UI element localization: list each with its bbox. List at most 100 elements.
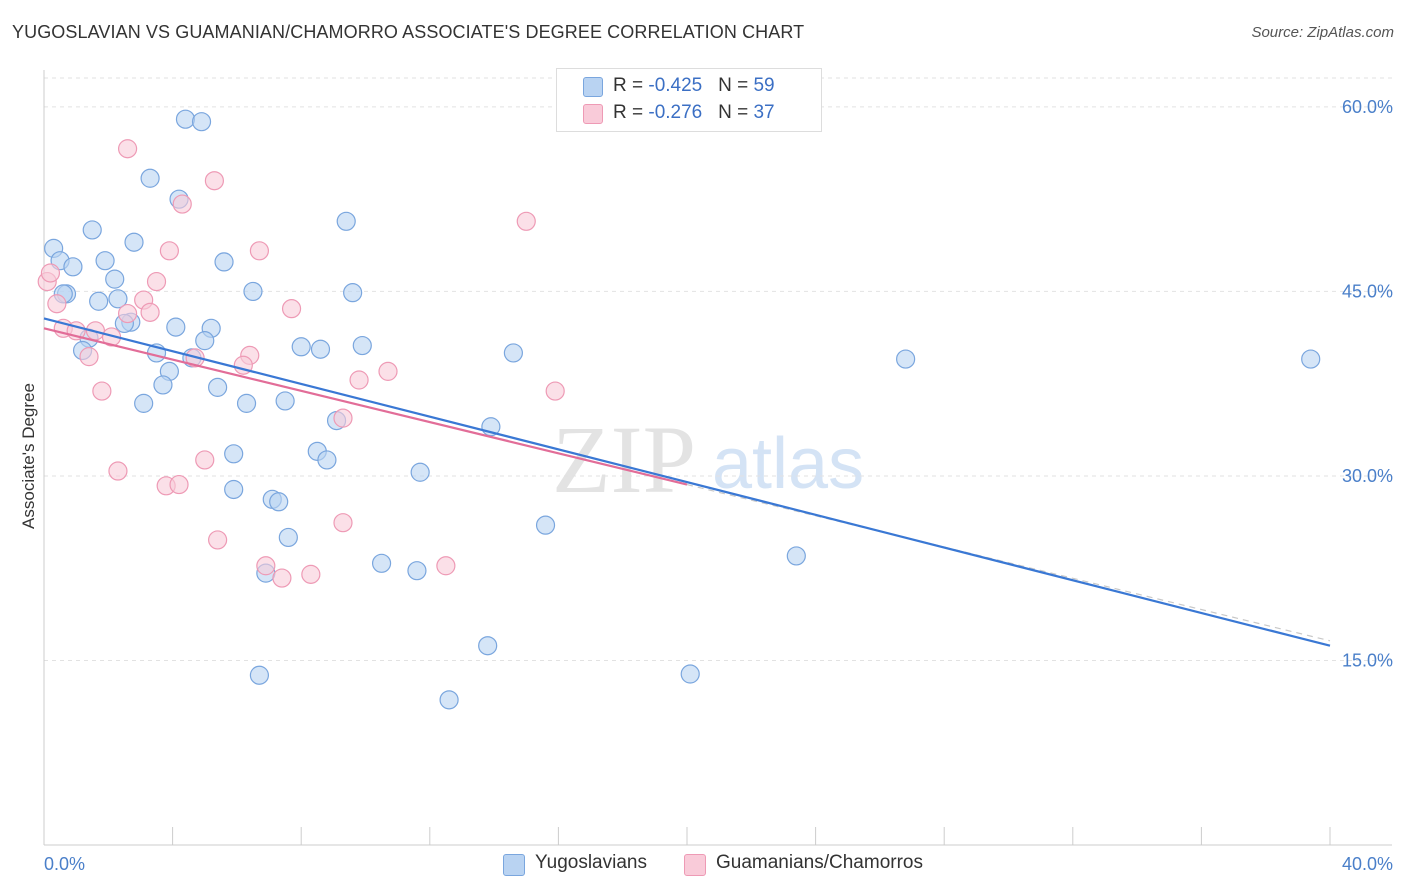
guamanian-point [146, 271, 167, 292]
legend-r-label: R = [613, 102, 649, 123]
yugoslavian-point [407, 561, 427, 581]
y-tick-labels: 15.0% 30.0% 45.0% 60.0% [1342, 97, 1393, 671]
yugoslavian-point [336, 211, 356, 231]
legend-r-label: R = [613, 75, 649, 96]
legend-n-value: 59 [753, 75, 775, 96]
yugoslavian-point [352, 335, 372, 356]
yugoslavian-point [124, 232, 144, 252]
yugoslavian-point [208, 377, 228, 397]
yugoslavian-point [108, 289, 128, 309]
yugoslavian-point [63, 257, 83, 277]
watermark-zip: ZIP [552, 406, 696, 513]
guamanian-point [47, 294, 67, 314]
guamanian-point [117, 139, 138, 159]
watermark-atlas: atlas [712, 424, 864, 504]
yugoslavian-point [82, 220, 102, 240]
legend-text-guamanians: R = -0.276 N = 37 [613, 102, 775, 124]
guamanian-trend-extension [686, 483, 1331, 642]
yugoslavian-point [166, 317, 186, 337]
legend-n-value: 37 [753, 102, 775, 123]
yugoslavian-point [269, 492, 289, 512]
axes [43, 70, 1392, 846]
guamanian-point [281, 299, 302, 319]
y-axis-label: Associate's Degree [19, 383, 38, 529]
stats-legend: R = -0.425 N = 59 R = -0.276 N = 37 [556, 68, 822, 132]
guamanian-point [378, 361, 398, 381]
yugoslavian-point [95, 251, 115, 271]
guamanian-point [349, 370, 369, 390]
legend-swatch-blue [583, 77, 603, 97]
guamanian-point [79, 347, 99, 367]
bottom-legend-swatch-blue [503, 854, 525, 876]
yugoslavian-point [153, 375, 173, 395]
yugoslavian-point [278, 527, 298, 548]
yugoslavian-point [439, 690, 459, 710]
x-tick-label: 0.0% [44, 854, 85, 874]
guamanian-point [169, 474, 189, 495]
yugoslavian-point [191, 112, 212, 132]
guamanian-point [272, 568, 292, 588]
yugoslavian-point [317, 450, 337, 470]
trend-lines [43, 317, 1331, 647]
yugoslavian-point [896, 349, 916, 369]
guamanian-trend-line [43, 327, 688, 486]
guamanian-point [172, 194, 192, 214]
y-tick-label: 30.0% [1342, 466, 1393, 486]
yugoslavian-point [410, 462, 430, 482]
yugoslavian-point [503, 343, 523, 363]
yugoslavian-point [275, 391, 295, 411]
guamanian-point [117, 303, 138, 324]
legend-n-label: N = [718, 102, 754, 123]
guamanian-point [40, 263, 61, 283]
guamanian-point [249, 241, 270, 261]
yugoslavian-point [291, 337, 311, 357]
legend-r-value: -0.425 [648, 75, 703, 96]
yugoslavian-point [243, 281, 263, 302]
x-tick-label: 40.0% [1342, 854, 1393, 874]
legend-r-value: -0.276 [648, 102, 703, 123]
yugoslavian-trend-line [43, 317, 1331, 647]
yugoslavian-point [89, 291, 109, 311]
yugoslavian-point [310, 339, 331, 359]
y-tick-label: 60.0% [1342, 97, 1393, 117]
guamanian-point [195, 450, 215, 470]
yugoslavian-point [786, 546, 806, 566]
series-guamanians-points [37, 139, 565, 588]
guamanian-point [333, 513, 353, 533]
guamanian-point [159, 241, 179, 261]
watermark: ZIP atlas [552, 406, 864, 513]
yugoslavian-point [478, 636, 498, 656]
legend-text-yugoslavians: R = -0.425 N = 59 [613, 75, 775, 97]
yugoslavian-point [236, 393, 257, 413]
chart-title: YUGOSLAVIAN VS GUAMANIAN/CHAMORRO ASSOCI… [12, 22, 805, 42]
yugoslavian-point [371, 553, 392, 573]
guamanian-point [204, 171, 224, 191]
guamanian-point [108, 461, 128, 481]
guamanian-point [301, 564, 321, 584]
bottom-legend-swatch-pink [684, 854, 706, 876]
guamanian-point [92, 381, 112, 401]
yugoslavian-point [105, 269, 125, 289]
yugoslavian-point [343, 283, 363, 303]
yugoslavian-point [214, 252, 234, 272]
source-label: Source: ZipAtlas.com [1251, 24, 1394, 41]
yugoslavian-point [175, 109, 196, 129]
guamanian-point [208, 530, 228, 550]
guamanian-point [256, 556, 276, 576]
yugoslavian-point [535, 515, 556, 535]
guamanian-point [333, 408, 353, 428]
yugoslavian-point [195, 331, 215, 351]
guamanian-point [516, 211, 536, 231]
guamanian-point [436, 556, 456, 576]
x-tick-labels: 0.0% 40.0% [44, 854, 1393, 874]
y-tick-label: 15.0% [1342, 650, 1393, 670]
series-yugoslavians-points [44, 109, 1321, 710]
guamanian-point [545, 381, 565, 401]
guamanian-point [140, 302, 160, 322]
legend-n-label: N = [718, 75, 754, 96]
legend-swatch-pink [583, 104, 603, 124]
y-tick-label: 45.0% [1342, 281, 1393, 301]
yugoslavian-point [1301, 349, 1321, 369]
yugoslavian-point [249, 665, 270, 685]
